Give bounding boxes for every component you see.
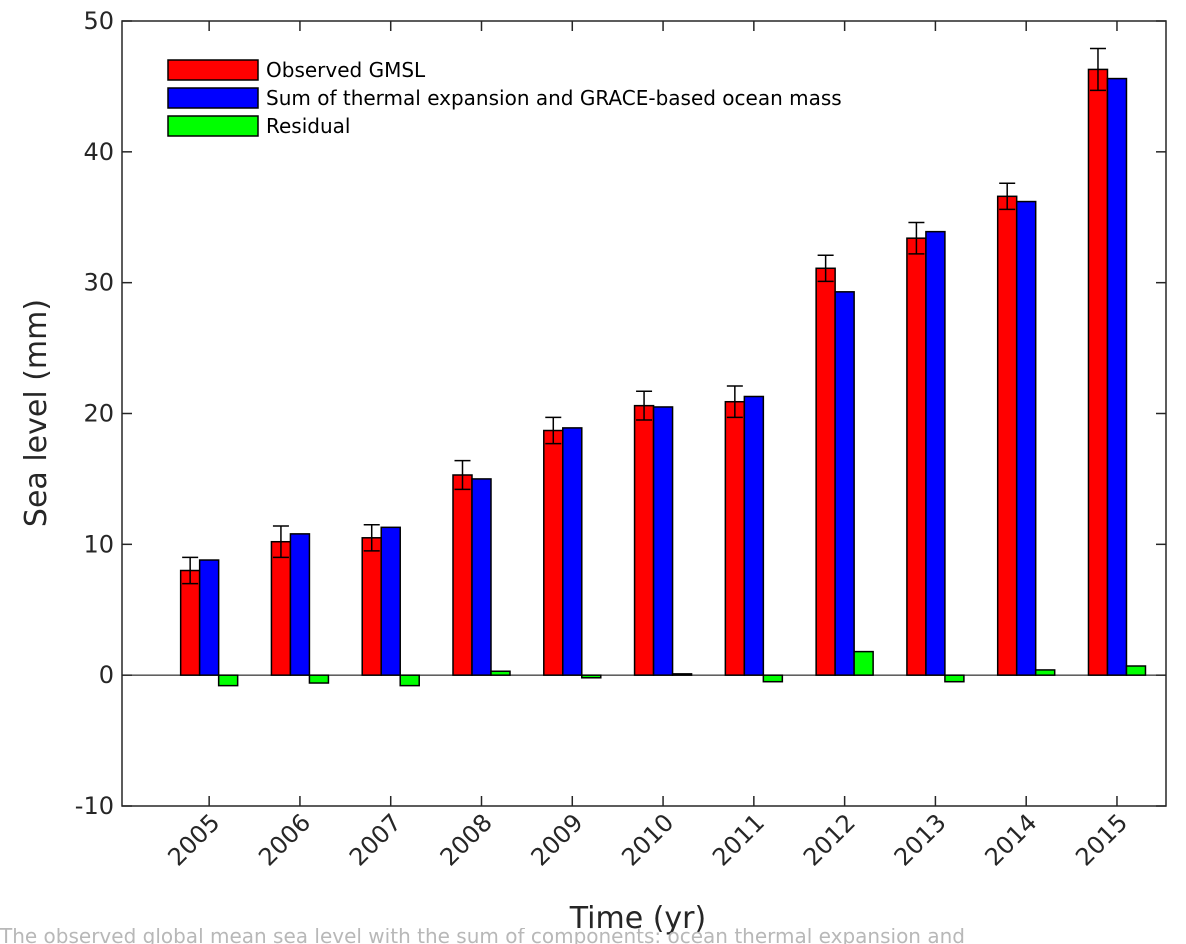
plot-area (122, 47, 1166, 687)
bar-1-2015 (1106, 77, 1128, 676)
y-axis-label: Sea level (mm) (19, 299, 54, 527)
bar-0-2014 (996, 195, 1018, 676)
x-tick-label: 2015 (1070, 808, 1133, 871)
bar-1-2012 (834, 291, 855, 676)
x-axis-label: Time (yr) (569, 901, 706, 936)
bar-1-2013 (925, 230, 946, 676)
y-tick-label: -10 (75, 792, 114, 820)
bar-0-2011 (724, 400, 746, 676)
bar-1-2008 (471, 478, 492, 676)
x-tick-label: 2012 (798, 808, 861, 871)
bar-2-2015 (1125, 665, 1147, 676)
x-tick-label: 2013 (889, 808, 952, 871)
x-tick-label: 2005 (162, 808, 225, 871)
bar-1-2007 (380, 526, 401, 676)
x-tick-label: 2014 (979, 808, 1042, 871)
legend-swatch-1 (167, 87, 259, 109)
bar-1-2005 (198, 559, 220, 676)
bar-2-2014 (1034, 669, 1056, 676)
x-tick-label: 2006 (253, 808, 316, 871)
x-tick-label: 2011 (707, 808, 770, 871)
bar-1-2006 (289, 533, 311, 676)
y-tick-label: 40 (83, 138, 114, 166)
bar-0-2012 (815, 267, 836, 676)
bar-1-2010 (652, 406, 674, 676)
y-tick-label: 50 (83, 7, 114, 35)
legend: Observed GMSL Sum of thermal expansion an… (167, 58, 842, 138)
bar-0-2008 (452, 474, 473, 676)
bar-2-2010 (671, 673, 693, 676)
bar-2-2013 (944, 674, 965, 683)
legend-label-1: Sum of thermal expansion and GRACE-based… (266, 86, 842, 110)
bar-0-2007 (361, 537, 382, 676)
bar-2-2006 (308, 674, 330, 684)
bar-0-2013 (906, 237, 927, 676)
legend-swatch-0 (167, 59, 259, 81)
bar-2-2007 (399, 674, 420, 687)
bar-0-2005 (179, 569, 201, 676)
y-tick-label: 0 (99, 661, 114, 689)
bar-0-2010 (633, 404, 655, 676)
x-tick-label: 2007 (344, 808, 407, 871)
bar-1-2011 (743, 395, 765, 676)
legend-label-2: Residual (266, 114, 350, 138)
bar-2-2011 (762, 674, 784, 683)
bar-2-2008 (490, 670, 511, 676)
bar-0-2006 (270, 540, 292, 676)
y-tick-label: 30 (83, 269, 114, 297)
bar-1-2009 (562, 427, 583, 676)
legend-label-0: Observed GMSL (266, 58, 426, 82)
bar-2-2005 (217, 674, 239, 687)
x-tick-label: 2009 (526, 808, 589, 871)
bar-2-2009 (581, 674, 602, 679)
bar-2-2012 (853, 650, 874, 676)
x-tick-label: 2010 (616, 808, 679, 871)
bar-0-2015 (1087, 68, 1109, 676)
y-tick-label: 10 (83, 530, 114, 558)
x-tick-label: 2008 (435, 808, 498, 871)
bar-0-2009 (543, 429, 564, 676)
figure-caption: The observed global mean sea level with … (0, 928, 965, 944)
bar-1-2014 (1015, 200, 1037, 676)
y-tick-label: 20 (83, 400, 114, 428)
legend-swatch-2 (167, 115, 259, 137)
